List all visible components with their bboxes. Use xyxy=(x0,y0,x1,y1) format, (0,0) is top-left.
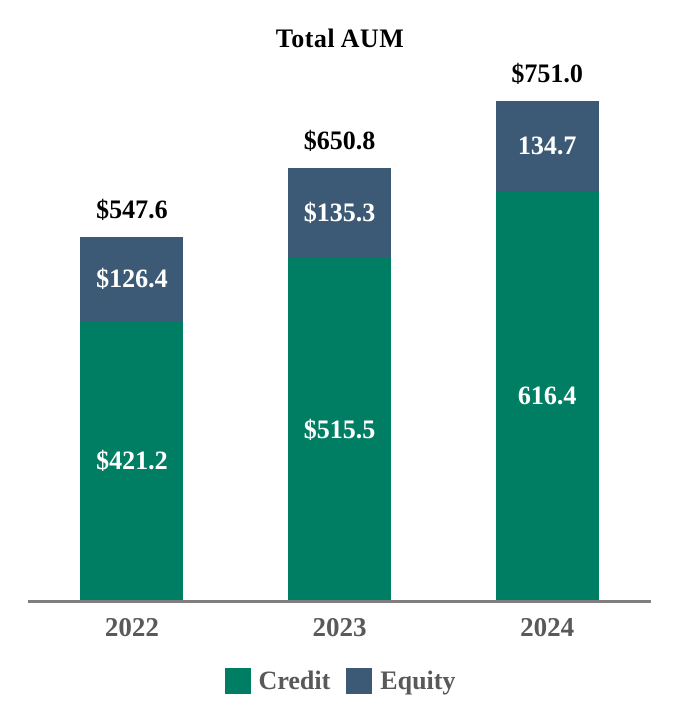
legend: Credit Equity xyxy=(0,666,680,696)
bar-group-2023: $650.8 $135.3 $515.5 xyxy=(287,126,391,602)
x-axis-label-2024: 2024 xyxy=(520,612,575,642)
equity-value-label: $126.4 xyxy=(96,263,168,293)
bar-group-2022: $547.6 $126.4 $421.2 xyxy=(80,195,184,602)
total-value-label: $650.8 xyxy=(303,126,376,156)
x-axis-line xyxy=(28,600,651,603)
credit-value-label: $515.5 xyxy=(303,414,376,444)
legend-label-equity: Equity xyxy=(380,666,456,695)
equity-segment: 134.7 xyxy=(495,101,599,191)
equity-value-label: $135.3 xyxy=(303,197,376,227)
legend-item-equity: Equity xyxy=(346,666,456,696)
credit-value-label: 616.4 xyxy=(517,381,577,411)
stacked-bar-2022: $126.4 $421.2 xyxy=(80,237,184,602)
x-axis-labels: 2022 2023 2024 xyxy=(28,612,651,643)
legend-item-credit: Credit xyxy=(224,666,331,696)
plot-area: $547.6 $126.4 $421.2 $650.8 $135.3 $515.… xyxy=(28,0,651,602)
equity-segment: $135.3 xyxy=(287,168,391,258)
stacked-bar-2024: 134.7 616.4 xyxy=(495,101,599,602)
credit-segment: $421.2 xyxy=(80,321,184,602)
equity-segment: $126.4 xyxy=(80,237,184,321)
bar-group-2024: $751.0 134.7 616.4 xyxy=(495,59,599,602)
equity-swatch-icon xyxy=(346,668,373,695)
x-axis-label-2022: 2022 xyxy=(104,612,159,642)
credit-value-label: $421.2 xyxy=(96,446,168,476)
total-value-label: $751.0 xyxy=(511,59,583,89)
stacked-bar-2023: $135.3 $515.5 xyxy=(287,168,391,602)
equity-value-label: 134.7 xyxy=(517,130,577,160)
x-axis-label-2023: 2023 xyxy=(312,612,367,642)
total-value-label: $547.6 xyxy=(96,195,168,225)
chart-title: Total AUM xyxy=(275,24,405,53)
credit-swatch-icon xyxy=(224,668,251,695)
credit-segment: 616.4 xyxy=(495,191,599,602)
legend-label-credit: Credit xyxy=(258,666,331,695)
credit-segment: $515.5 xyxy=(287,258,391,602)
